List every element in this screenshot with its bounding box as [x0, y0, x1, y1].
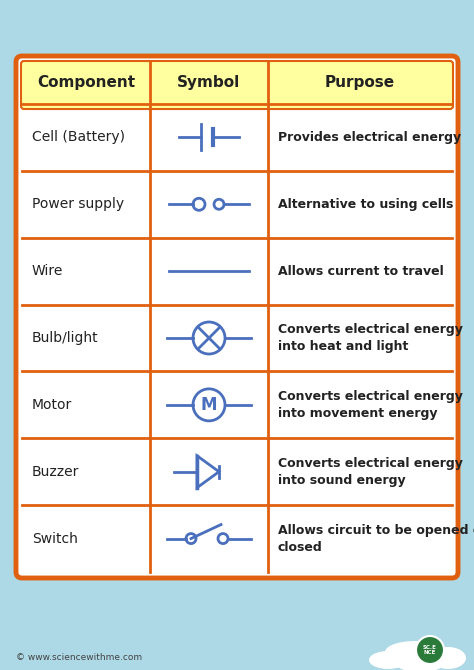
FancyBboxPatch shape — [16, 56, 458, 578]
Ellipse shape — [369, 651, 407, 669]
Text: Purpose: Purpose — [325, 76, 395, 90]
Text: Provides electrical energy: Provides electrical energy — [278, 131, 461, 144]
Circle shape — [416, 636, 444, 664]
Text: Wire: Wire — [32, 264, 64, 278]
Text: Allows current to travel: Allows current to travel — [278, 265, 444, 277]
Text: Symbol: Symbol — [177, 76, 241, 90]
Text: Bulb/light: Bulb/light — [32, 331, 99, 345]
FancyBboxPatch shape — [21, 61, 453, 109]
Text: Converts electrical energy
into sound energy: Converts electrical energy into sound en… — [278, 457, 463, 486]
Ellipse shape — [385, 641, 445, 663]
Text: Power supply: Power supply — [32, 197, 124, 211]
Text: Alternative to using cells: Alternative to using cells — [278, 198, 453, 211]
Text: Converts electrical energy
into heat and light: Converts electrical energy into heat and… — [278, 323, 463, 353]
Ellipse shape — [430, 647, 466, 669]
Text: Component: Component — [37, 76, 135, 90]
Text: M: M — [201, 396, 217, 414]
Text: © www.sciencewithme.com: © www.sciencewithme.com — [16, 653, 142, 663]
Text: Switch: Switch — [32, 531, 78, 545]
Text: Allows circuit to be opened or
closed: Allows circuit to be opened or closed — [278, 523, 474, 553]
Text: Motor: Motor — [32, 398, 72, 412]
Text: SC.E
NCE: SC.E NCE — [423, 645, 437, 655]
Text: Buzzer: Buzzer — [32, 465, 79, 478]
Ellipse shape — [395, 654, 445, 670]
Text: Cell (Battery): Cell (Battery) — [32, 131, 125, 145]
Text: Converts electrical energy
into movement energy: Converts electrical energy into movement… — [278, 390, 463, 420]
